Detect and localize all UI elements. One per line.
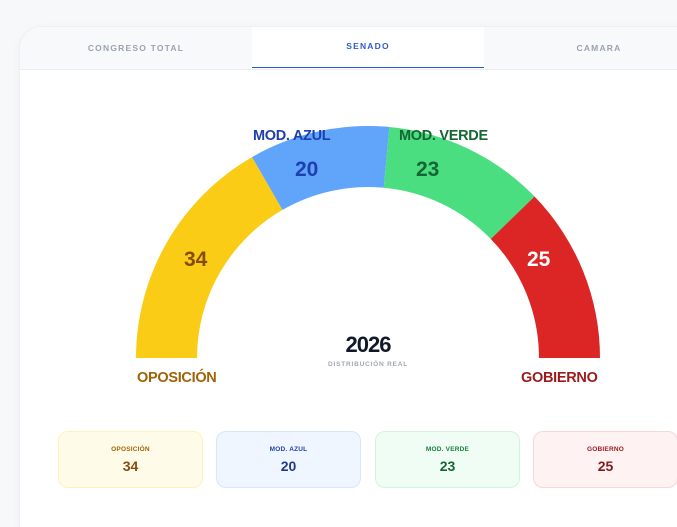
tab-camara[interactable]: CAMARA	[576, 43, 622, 53]
tab-senado[interactable]: SENADO	[252, 27, 484, 68]
summary-card-name: MOD. VERDE	[425, 446, 470, 453]
gauge-year: 2026	[345, 332, 392, 357]
summary-card-value: 20	[280, 458, 297, 474]
seats-gobierno: 25	[527, 248, 551, 271]
summary-card-name: GOBIERNO	[587, 446, 624, 453]
seats-mod-azul: 20	[295, 158, 319, 181]
gauge-segment-oposicion	[136, 157, 283, 358]
label-mod-verde: MOD. VERDE	[399, 128, 488, 144]
summary-card-value: 23	[439, 458, 456, 474]
summary-card-value: 34	[122, 458, 139, 474]
summary-card-gobierno: GOBIERNO 25	[533, 431, 677, 488]
gauge-segment-gobierno	[490, 196, 600, 358]
summary-card-value: 25	[597, 458, 614, 474]
seats-oposicion: 34	[184, 248, 208, 271]
seat-gauge	[136, 126, 600, 358]
label-mod-azul: MOD. AZUL	[253, 128, 331, 144]
summary-card-name: MOD. AZUL	[269, 446, 308, 453]
summary-card-name: OPOSICIÓN	[111, 446, 150, 453]
summary-card-oposicion: OPOSICIÓN 34	[58, 431, 203, 488]
label-gobierno: GOBIERNO	[521, 370, 598, 386]
gauge-subtitle: DISTRIBUCIÓN REAL	[327, 361, 409, 368]
tab-congreso-total[interactable]: CONGRESO TOTAL	[87, 43, 185, 53]
chamber-tabs: CONGRESO TOTAL SENADO CAMARA	[20, 27, 677, 70]
seats-mod-verde: 23	[416, 158, 440, 181]
gauge-segment-mod-verde	[383, 126, 535, 239]
gauge-segment-mod-azul	[252, 126, 390, 210]
label-oposicion: OPOSICIÓN	[137, 370, 217, 386]
summary-card-mod-azul: MOD. AZUL 20	[216, 431, 361, 488]
summary-card-mod-verde: MOD. VERDE 23	[375, 431, 520, 488]
